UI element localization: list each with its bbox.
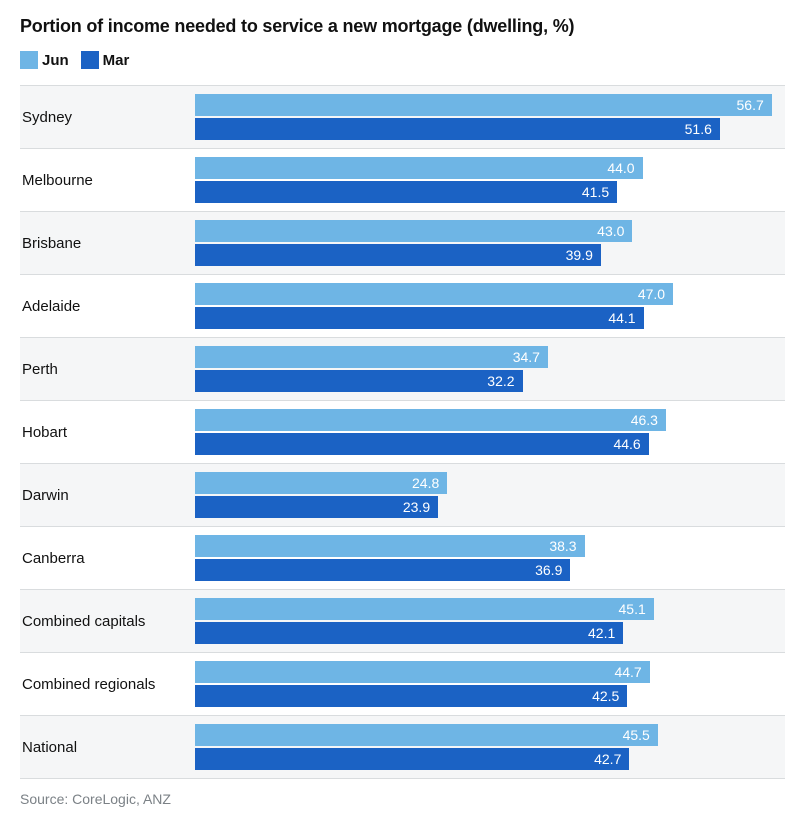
bar-mar: 41.5 [195,181,617,203]
category-label: Darwin [20,464,195,526]
bar-row: 46.3 [195,409,785,431]
bar-jun: 47.0 [195,283,673,305]
bars-area: 47.044.1 [195,275,785,337]
bar-row: 39.9 [195,244,785,266]
bar-mar: 36.9 [195,559,570,581]
chart-row: Brisbane43.039.9 [20,211,785,274]
bar-row: 42.7 [195,748,785,770]
bar-jun: 24.8 [195,472,447,494]
chart-row: Hobart46.344.6 [20,400,785,463]
category-label: National [20,716,195,778]
bar-mar: 42.1 [195,622,623,644]
category-label: Combined capitals [20,590,195,652]
bar-jun: 44.0 [195,157,643,179]
chart-row: Perth34.732.2 [20,337,785,400]
bar-row: 42.5 [195,685,785,707]
category-label: Combined regionals [20,653,195,715]
chart-row: Combined regionals44.742.5 [20,652,785,715]
bar-row: 41.5 [195,181,785,203]
chart-row: Adelaide47.044.1 [20,274,785,337]
chart-row: Canberra38.336.9 [20,526,785,589]
bar-mar: 51.6 [195,118,720,140]
bar-row: 44.7 [195,661,785,683]
chart-title: Portion of income needed to service a ne… [20,16,785,37]
category-label: Adelaide [20,275,195,337]
bar-jun: 56.7 [195,94,772,116]
category-label: Brisbane [20,212,195,274]
bar-jun: 43.0 [195,220,632,242]
bar-row: 47.0 [195,283,785,305]
bar-row: 36.9 [195,559,785,581]
bar-row: 23.9 [195,496,785,518]
bar-row: 44.1 [195,307,785,329]
bar-mar: 44.1 [195,307,644,329]
legend-swatch-mar [81,51,99,69]
chart-row: Darwin24.823.9 [20,463,785,526]
chart-row: Combined capitals45.142.1 [20,589,785,652]
bar-jun: 46.3 [195,409,666,431]
category-label: Melbourne [20,149,195,211]
bars-area: 24.823.9 [195,464,785,526]
bar-row: 56.7 [195,94,785,116]
category-label: Sydney [20,86,195,148]
bars-area: 44.742.5 [195,653,785,715]
bar-jun: 38.3 [195,535,585,557]
bar-row: 32.2 [195,370,785,392]
bars-area: 56.751.6 [195,86,785,148]
bar-row: 42.1 [195,622,785,644]
chart-row: Sydney56.751.6 [20,85,785,148]
category-label: Perth [20,338,195,400]
bar-row: 45.1 [195,598,785,620]
bar-mar: 42.5 [195,685,627,707]
bar-mar: 23.9 [195,496,438,518]
bar-jun: 45.1 [195,598,654,620]
bar-mar: 42.7 [195,748,629,770]
bars-area: 46.344.6 [195,401,785,463]
bar-mar: 39.9 [195,244,601,266]
bar-chart: Sydney56.751.6Melbourne44.041.5Brisbane4… [20,85,785,779]
source-text: Source: CoreLogic, ANZ [20,791,785,807]
bars-area: 38.336.9 [195,527,785,589]
legend-label-jun: Jun [42,52,69,69]
chart-row: Melbourne44.041.5 [20,148,785,211]
bar-jun: 45.5 [195,724,658,746]
legend: Jun Mar [20,51,785,69]
bar-row: 51.6 [195,118,785,140]
bars-area: 45.142.1 [195,590,785,652]
legend-item-jun: Jun [20,51,69,69]
legend-swatch-jun [20,51,38,69]
bar-jun: 44.7 [195,661,650,683]
bars-area: 45.542.7 [195,716,785,778]
bar-row: 44.6 [195,433,785,455]
bars-area: 43.039.9 [195,212,785,274]
bars-area: 34.732.2 [195,338,785,400]
bar-row: 45.5 [195,724,785,746]
category-label: Canberra [20,527,195,589]
bar-row: 43.0 [195,220,785,242]
bar-row: 34.7 [195,346,785,368]
bar-row: 38.3 [195,535,785,557]
bar-mar: 44.6 [195,433,649,455]
legend-item-mar: Mar [81,51,130,69]
legend-label-mar: Mar [103,52,130,69]
category-label: Hobart [20,401,195,463]
bar-row: 24.8 [195,472,785,494]
bar-row: 44.0 [195,157,785,179]
bar-jun: 34.7 [195,346,548,368]
bar-mar: 32.2 [195,370,523,392]
bars-area: 44.041.5 [195,149,785,211]
chart-row: National45.542.7 [20,715,785,779]
